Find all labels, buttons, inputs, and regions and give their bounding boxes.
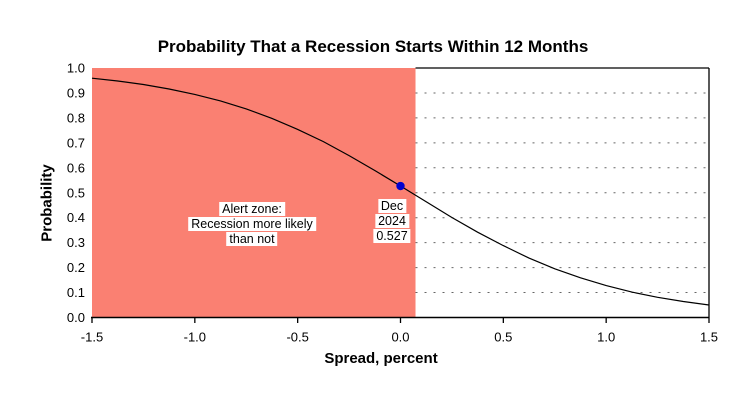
data-point-label-year: 2024: [375, 214, 409, 228]
y-tick-label: 0.0: [67, 310, 85, 325]
y-tick-label: 1.0: [67, 61, 85, 76]
x-tick-label: -1.0: [184, 330, 206, 345]
x-tick-label: 1.5: [700, 330, 718, 345]
y-tick-label: 0.7: [67, 135, 85, 150]
data-point-label-month: Dec: [377, 199, 407, 213]
data-point-dec-2024: [396, 181, 405, 191]
alert-zone-label: Alert zone: Recession more likely than n…: [188, 202, 316, 247]
y-tick-label: 0.3: [67, 235, 85, 250]
alert-zone-label-line-2: Recession more likely: [188, 217, 316, 231]
data-point-label-value: 0.527: [373, 229, 411, 243]
chart-title: Probability That a Recession Starts With…: [157, 37, 589, 56]
y-tick-label: 0.4: [67, 210, 85, 225]
x-tick-label: -0.5: [286, 330, 308, 345]
x-axis-title: Spread, percent: [324, 350, 438, 367]
x-tick-label: 0.0: [391, 330, 409, 345]
y-tick-label: 0.9: [67, 85, 85, 100]
alert-zone-label-line-1: Alert zone:: [219, 202, 285, 216]
y-tick-label: 0.5: [67, 185, 85, 200]
y-tick-label: 0.1: [67, 285, 85, 300]
data-point-label: Dec 2024 0.527: [373, 199, 411, 244]
x-tick-label: -1.5: [81, 330, 103, 345]
alert-zone: [92, 68, 416, 318]
x-tick-label: 0.5: [494, 330, 512, 345]
x-tick-label: 1.0: [597, 330, 615, 345]
alert-zone-label-line-3: than not: [226, 232, 278, 246]
y-tick-label: 0.8: [67, 110, 85, 125]
y-tick-label: 0.2: [67, 260, 85, 275]
y-tick-label: 0.6: [67, 160, 85, 175]
